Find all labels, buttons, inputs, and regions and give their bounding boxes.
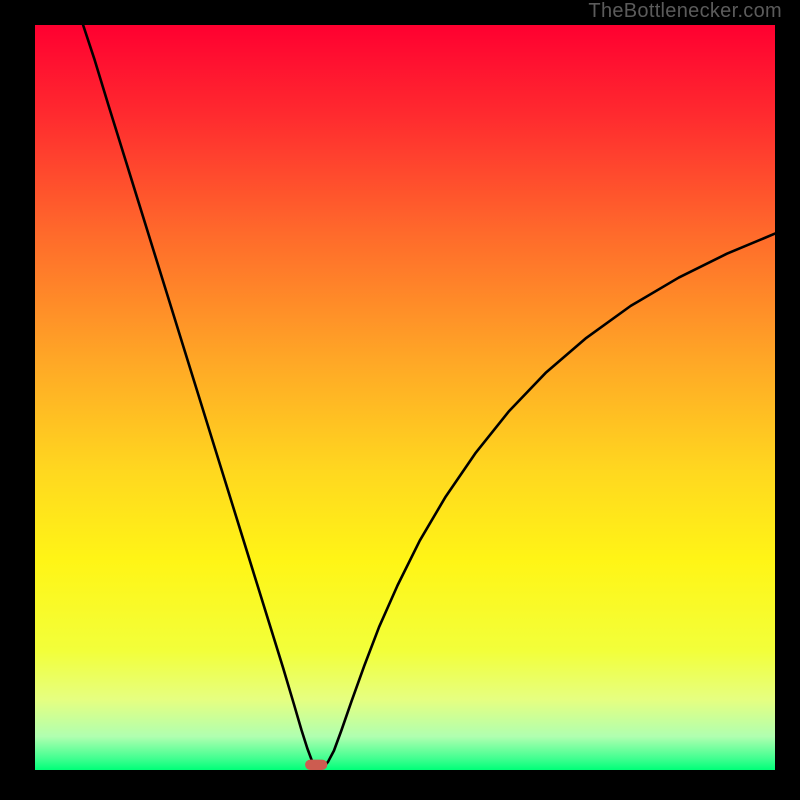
gradient-plot-background (0, 0, 800, 800)
chart-container: TheBottlenecker.com (0, 0, 800, 800)
plot-area-rect (35, 25, 775, 770)
